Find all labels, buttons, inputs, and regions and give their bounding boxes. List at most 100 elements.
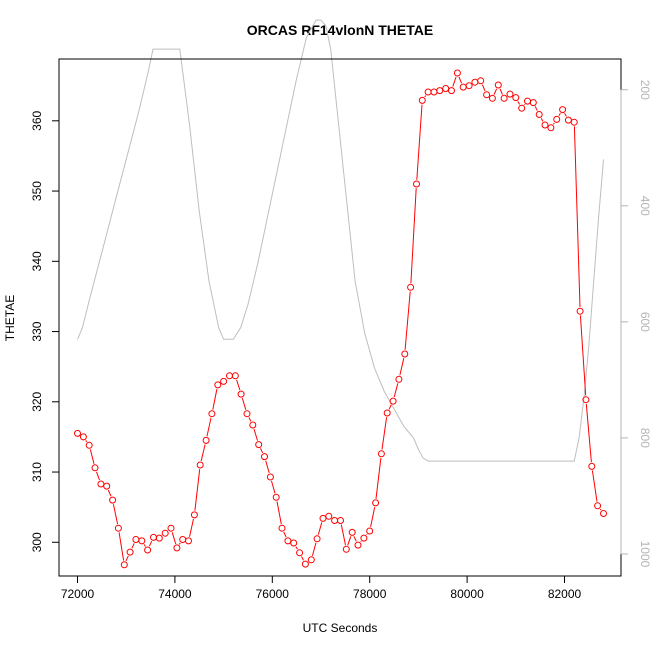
- series-1-layer: [74, 69, 607, 569]
- right-tick-label: 800: [638, 428, 650, 448]
- series-1-point: [144, 546, 152, 554]
- series-1-point: [161, 529, 169, 537]
- y-axis: 300 310 320 330 340 350 360: [30, 110, 60, 552]
- series-1-point: [167, 524, 175, 532]
- series-1-segment: [591, 470, 598, 502]
- series-1-segment: [452, 76, 457, 87]
- series-1-point: [477, 77, 485, 85]
- series-1-segment: [212, 389, 218, 410]
- series-1-point: [582, 396, 590, 404]
- series-1-point: [284, 537, 292, 545]
- y-tick-label: 320: [30, 391, 44, 411]
- series-1-point: [190, 511, 198, 519]
- series-1-segment: [107, 489, 112, 497]
- series-1-segment: [499, 88, 503, 95]
- series-1-point: [535, 111, 543, 118]
- series-1-point: [559, 106, 567, 114]
- series-1-segment: [534, 106, 538, 111]
- series-1-point: [272, 493, 280, 501]
- series-1-point: [91, 464, 99, 472]
- series-1-point: [79, 433, 87, 441]
- series-1-segment: [89, 449, 95, 464]
- series-1-segment: [493, 88, 498, 95]
- series-1-segment: [347, 536, 352, 546]
- series-1-segment: [366, 533, 368, 536]
- series-1-point: [354, 541, 362, 549]
- series-1-point: [506, 90, 514, 98]
- series-1-point: [547, 124, 555, 132]
- series-1-point: [155, 534, 163, 542]
- series-1-point: [418, 96, 426, 104]
- series-1-segment: [375, 457, 382, 499]
- series-1-segment: [194, 469, 201, 511]
- series-1-segment: [265, 460, 270, 474]
- x-tick-label: 74000: [158, 587, 192, 601]
- series-1-segment: [523, 104, 526, 106]
- series-1-segment: [253, 428, 258, 441]
- series-1-point: [237, 390, 245, 398]
- series-1-point: [436, 87, 444, 95]
- series-1-segment: [370, 506, 376, 528]
- series-1-segment: [416, 104, 423, 180]
- series-1-point: [564, 116, 572, 124]
- series-1-segment: [552, 122, 555, 125]
- series-1-point: [553, 115, 561, 123]
- series-1-segment: [579, 315, 587, 396]
- x-axis: 72000 74000 76000 78000 80000 82000: [61, 575, 582, 601]
- series-2-line: [77, 19, 604, 462]
- series-1-segment: [118, 532, 125, 561]
- series-1-point: [377, 450, 385, 458]
- series-1-point: [600, 510, 607, 517]
- series-1-segment: [564, 112, 567, 117]
- series-1-point: [424, 88, 432, 96]
- series-1-point: [243, 410, 251, 418]
- series-1-point: [448, 87, 455, 95]
- series-1-point: [512, 94, 520, 102]
- x-axis-label: UTC Seconds: [303, 621, 378, 635]
- series-1-segment: [540, 117, 544, 122]
- series-1-segment: [96, 471, 100, 481]
- series-1-point: [500, 94, 508, 102]
- series-1-point: [150, 533, 157, 541]
- chart-title: ORCAS RF14vlonN THETAE: [247, 22, 433, 38]
- series-1-point: [126, 548, 134, 556]
- series-1-segment: [206, 417, 212, 437]
- series-1-segment: [200, 444, 206, 462]
- series-1-point: [266, 473, 274, 481]
- series-1-segment: [112, 504, 119, 525]
- series-1-point: [296, 549, 304, 557]
- series-1-point: [465, 82, 473, 90]
- series-1-point: [249, 421, 257, 429]
- series-1-segment: [178, 542, 181, 545]
- x-tick-label: 82000: [548, 587, 582, 601]
- series-1-point: [290, 539, 298, 547]
- series-1-point: [103, 482, 111, 490]
- series-1-point: [307, 556, 315, 564]
- y-axis-label: THETAE: [3, 295, 17, 341]
- series-1-point: [138, 537, 146, 545]
- series-1-point: [255, 441, 263, 449]
- series-1-point: [442, 85, 450, 92]
- series-1-segment: [148, 540, 153, 547]
- series-1-point: [524, 97, 531, 105]
- series-1-segment: [481, 84, 486, 92]
- series-1-segment: [558, 112, 561, 117]
- series-1-point: [331, 517, 339, 524]
- series-1-point: [85, 441, 93, 449]
- series-1-point: [471, 78, 479, 86]
- series-1-segment: [404, 291, 411, 350]
- series-1-point: [407, 283, 415, 291]
- series-1-segment: [248, 417, 252, 422]
- series-1-point: [588, 462, 596, 470]
- series-1-segment: [585, 403, 592, 463]
- y-tick-label: 350: [30, 181, 44, 201]
- series-1-point: [395, 375, 403, 383]
- series-1-point: [114, 524, 122, 532]
- series-1-point: [231, 372, 239, 380]
- series-1-point: [132, 536, 140, 543]
- y-tick-label: 300: [30, 532, 44, 552]
- series-1-point: [494, 81, 502, 89]
- series-1-segment: [424, 95, 427, 98]
- series-1-point: [342, 545, 350, 553]
- series-1-point: [459, 83, 467, 91]
